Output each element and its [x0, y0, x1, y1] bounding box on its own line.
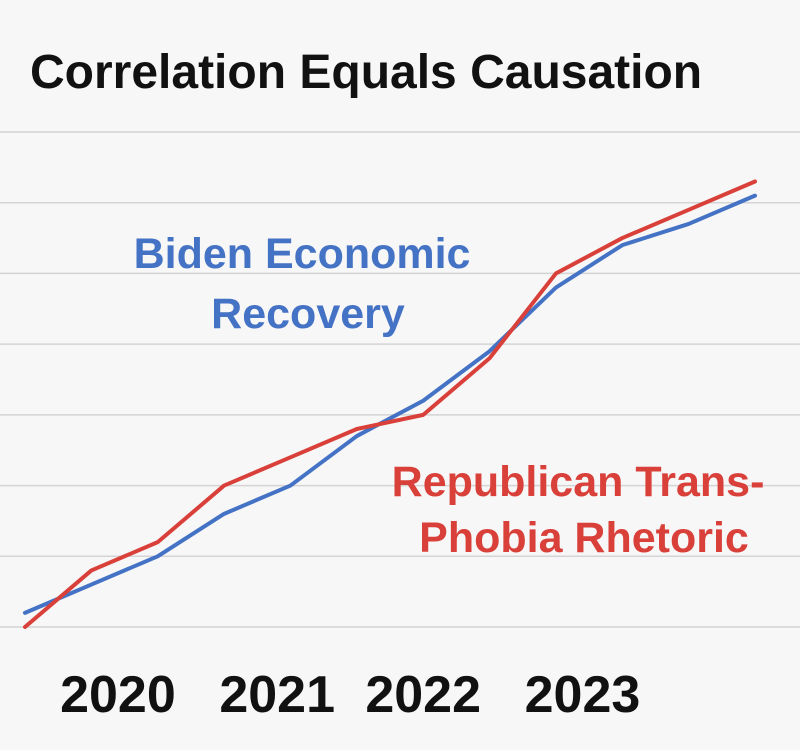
series-label-biden: Biden Economic Recovery	[134, 230, 483, 338]
x-tick-label-2020: 2020	[60, 666, 176, 724]
x-tick-label-2023: 2023	[525, 666, 641, 724]
series-lines	[23, 179, 757, 629]
series-label-republican: Republican Trans- Phobia Rhetoric	[392, 458, 777, 562]
gridlines	[0, 131, 800, 628]
x-tick-label-2022: 2022	[365, 666, 481, 724]
series-line-1	[23, 179, 757, 629]
x-axis-ticks: 2020 2021 2022 2023	[60, 666, 640, 724]
series-label-republican-line-1: Republican Trans-	[392, 458, 765, 506]
x-tick-label-2021: 2021	[219, 666, 335, 724]
series-label-republican-line-2: Phobia Rhetoric	[419, 514, 749, 562]
series-line-0	[23, 193, 757, 615]
series-label-biden-line-1: Biden Economic	[134, 230, 471, 278]
series-label-biden-line-2: Recovery	[211, 290, 405, 338]
chart-title: Correlation Equals Causation	[30, 46, 702, 99]
